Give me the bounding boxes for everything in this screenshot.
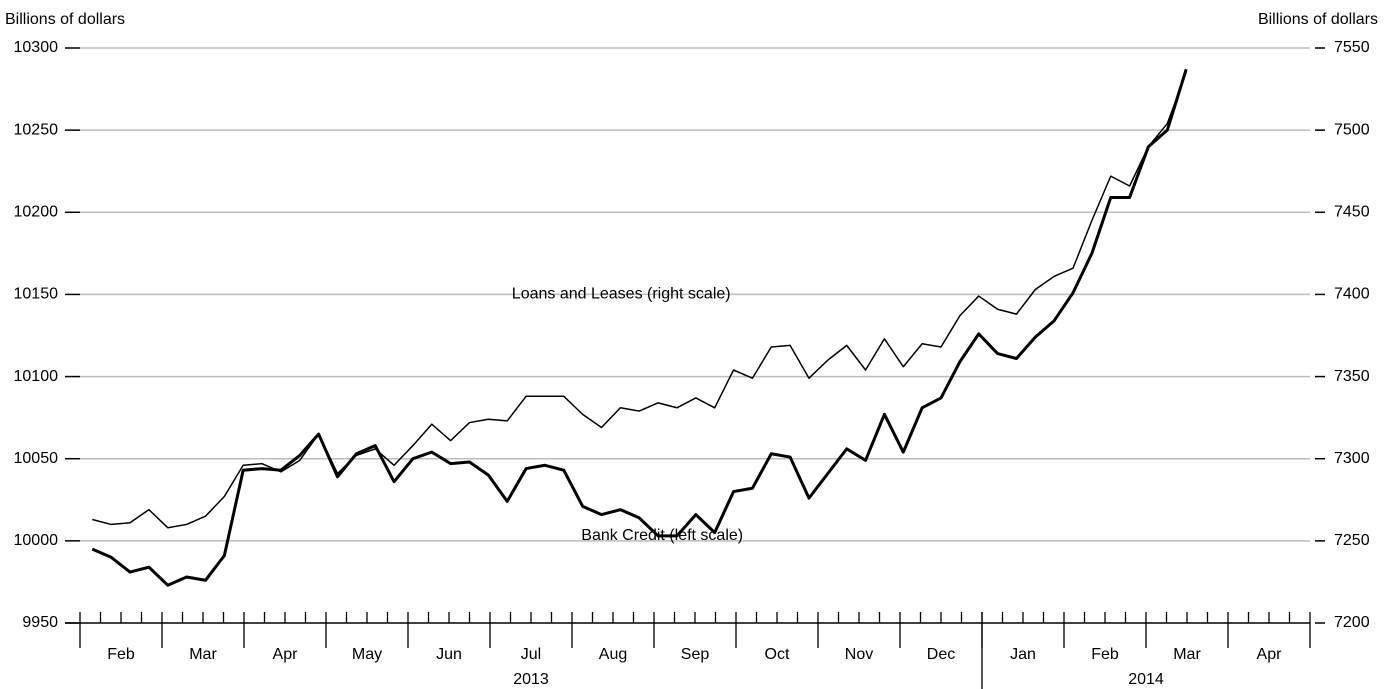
x-tick-label: Aug [599, 646, 627, 663]
series-line [91, 68, 1188, 587]
series-line [92, 72, 1187, 529]
series-label: Loans and Leases (right scale) [512, 286, 731, 303]
y2-tick-label: 7350 [1334, 368, 1370, 385]
y-tick-label: 10200 [14, 204, 59, 221]
y2-tick-label: 7400 [1334, 286, 1370, 303]
y2-axis-label: Billions of dollars [1258, 11, 1378, 28]
x-tick-label: Mar [189, 646, 217, 663]
x-tick-label: Apr [273, 646, 299, 663]
x-tick-label: Jun [436, 646, 462, 663]
y2-tick-label: 7550 [1334, 39, 1370, 56]
y2-tick-label: 7200 [1334, 614, 1370, 631]
y-tick-label: 10150 [14, 286, 59, 303]
y-axis-label: Billions of dollars [5, 11, 125, 28]
x-tick-label: Mar [1173, 646, 1201, 663]
y2-tick-label: 7450 [1334, 204, 1370, 221]
x-tick-label: Feb [107, 646, 135, 663]
x-tick-label: Apr [1257, 646, 1283, 663]
x-tick-label: Nov [845, 646, 873, 663]
y-tick-label: 10300 [14, 39, 59, 56]
x-tick-label: Jul [521, 646, 541, 663]
y-tick-label: 10050 [14, 450, 59, 467]
x-tick-label: Dec [927, 646, 955, 663]
y-tick-label: 10250 [14, 121, 59, 138]
y-tick-label: 9950 [22, 614, 58, 631]
series-label: Bank Credit (left scale) [581, 527, 743, 544]
y2-tick-label: 7500 [1334, 121, 1370, 138]
y-tick-label: 10100 [14, 368, 59, 385]
y-tick-label: 10000 [14, 532, 59, 549]
y2-tick-label: 7300 [1334, 450, 1370, 467]
y2-tick-label: 7250 [1334, 532, 1370, 549]
x-group-label: 2013 [513, 671, 549, 688]
x-tick-label: Oct [765, 646, 790, 663]
x-tick-label: Sep [681, 646, 710, 663]
x-tick-label: Feb [1091, 646, 1119, 663]
x-tick-label: May [352, 646, 382, 663]
x-tick-label: Jan [1010, 646, 1036, 663]
x-group-label: 2014 [1128, 671, 1164, 688]
